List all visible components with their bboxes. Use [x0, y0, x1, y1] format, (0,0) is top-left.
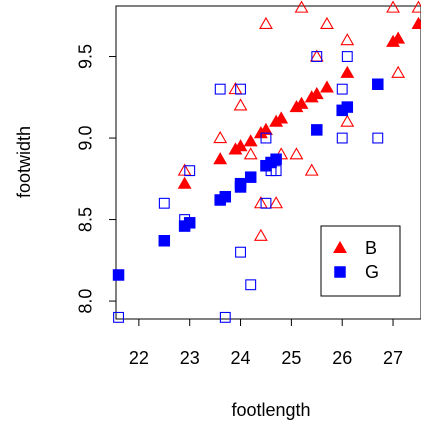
y-tick-label: 9.0: [75, 126, 95, 151]
data-point: [243, 134, 258, 147]
data-point: [320, 16, 334, 29]
data-point: [289, 147, 304, 160]
data-point: [245, 279, 257, 291]
data-point: [183, 217, 196, 229]
data-point: [269, 196, 284, 209]
data-point: [219, 190, 232, 203]
x-tick-label: 27: [383, 348, 403, 368]
data-point: [233, 98, 248, 111]
y-axis-label: footwidth: [14, 126, 34, 198]
data-points: [112, 0, 421, 323]
legend-marker-G: [334, 266, 346, 278]
x-tick-label: 23: [180, 348, 200, 368]
x-tick-label: 24: [231, 348, 251, 368]
data-point: [259, 16, 273, 29]
y-axis: 8.0 8.5 9.0 9.5: [75, 44, 116, 314]
data-point: [320, 80, 334, 93]
data-point: [304, 163, 319, 176]
data-point: [311, 51, 323, 62]
data-point: [294, 0, 309, 13]
data-point: [259, 122, 273, 135]
data-point: [411, 16, 421, 29]
legend-label-G: G: [365, 262, 379, 282]
data-point: [213, 152, 228, 165]
series-B-filled-triangle: [177, 16, 421, 189]
y-tick-label: 9.5: [75, 44, 95, 69]
x-tick-label: 25: [281, 348, 301, 368]
y-tick-label: 8.5: [75, 207, 95, 232]
legend-label-B: B: [365, 238, 377, 258]
x-axis-label: footlength: [231, 400, 310, 420]
data-point: [274, 111, 289, 124]
data-point: [213, 130, 228, 144]
data-point: [340, 65, 355, 78]
data-point: [336, 83, 348, 95]
data-point: [243, 147, 258, 160]
data-point: [253, 228, 268, 241]
x-tick-label: 22: [129, 348, 149, 368]
data-point: [158, 235, 171, 247]
data-point: [391, 65, 406, 78]
plot-box: [115, 5, 421, 320]
data-point: [391, 31, 406, 44]
data-point: [112, 269, 125, 281]
data-point: [260, 132, 272, 144]
data-point: [214, 83, 226, 95]
legend: BG: [320, 225, 401, 297]
data-point: [309, 86, 324, 100]
data-point: [244, 171, 257, 183]
data-point: [233, 139, 248, 152]
data-point: [113, 311, 124, 323]
data-point: [234, 177, 247, 190]
data-point: [341, 51, 353, 62]
x-axis: 22 23 24 25 26 27: [129, 319, 403, 368]
data-point: [158, 197, 170, 209]
data-point: [177, 176, 192, 189]
x-tick-label: 26: [332, 348, 352, 368]
data-point: [372, 78, 384, 91]
series-G-filled-square: [112, 78, 384, 281]
data-point: [184, 165, 196, 177]
legend-box: [320, 225, 401, 297]
data-point: [336, 132, 348, 144]
y-tick-label: 8.0: [75, 289, 95, 314]
data-point: [294, 96, 309, 109]
data-point: [340, 114, 355, 127]
data-point: [411, 0, 421, 13]
data-point: [260, 197, 272, 209]
legend-marker-B: [333, 240, 347, 254]
data-point: [219, 311, 231, 323]
data-point: [372, 132, 384, 144]
data-point: [386, 0, 400, 13]
data-point: [235, 83, 246, 95]
data-point: [270, 153, 282, 165]
data-point: [341, 101, 354, 113]
data-point: [311, 124, 323, 136]
data-point: [235, 246, 246, 258]
data-point: [340, 33, 355, 46]
